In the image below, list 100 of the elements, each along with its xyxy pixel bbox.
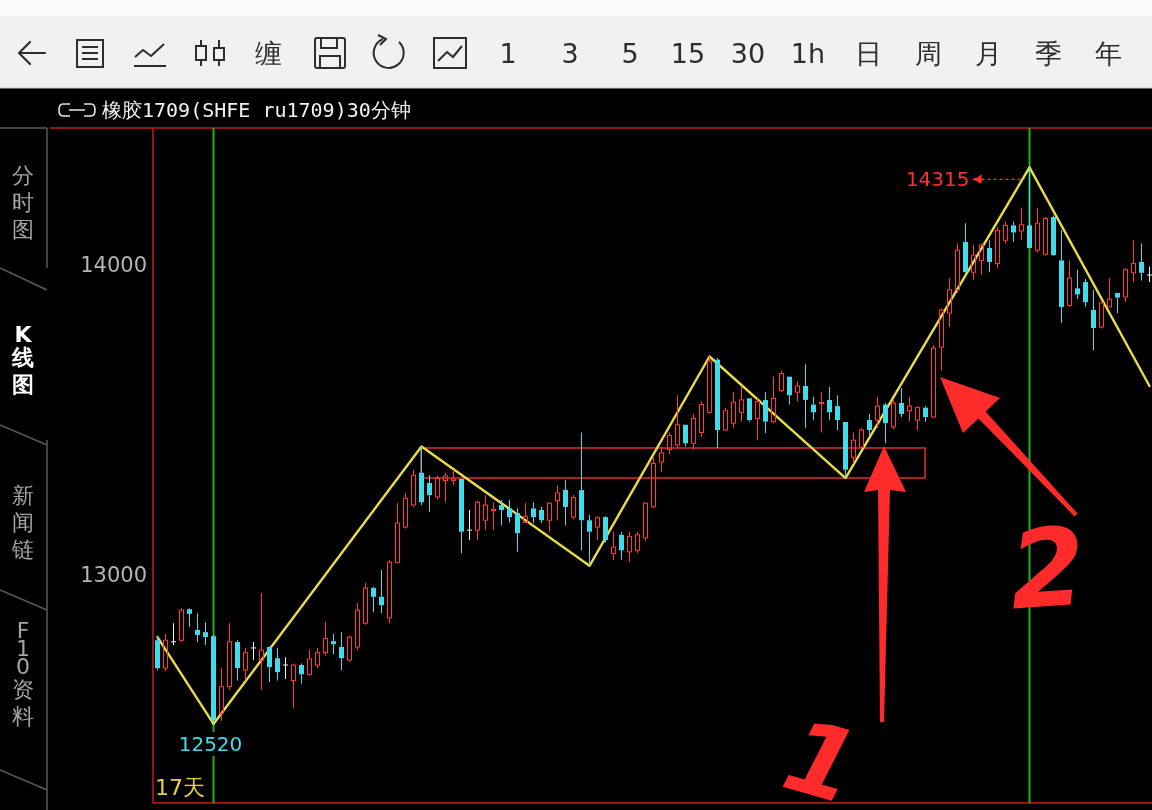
candlestick xyxy=(1035,207,1040,254)
candlestick xyxy=(299,662,304,685)
candlestick xyxy=(1051,214,1056,256)
candlestick xyxy=(955,242,960,294)
candlestick xyxy=(587,514,592,567)
candlestick xyxy=(579,431,584,551)
candlestick xyxy=(675,394,680,449)
candlestick xyxy=(899,387,904,418)
candlestick xyxy=(219,667,224,722)
text: 3 xyxy=(561,37,579,69)
candlestick xyxy=(691,413,696,451)
candlestick xyxy=(611,531,616,561)
candlestick xyxy=(275,647,280,682)
text: 30 xyxy=(730,37,766,69)
text: 5 xyxy=(621,37,639,69)
candlestick xyxy=(267,647,272,683)
candlestick xyxy=(843,421,848,479)
candlestick xyxy=(467,509,472,541)
candlestick xyxy=(907,396,912,423)
candlestick xyxy=(339,631,344,671)
candlestick xyxy=(515,507,520,553)
candlestick xyxy=(1139,242,1144,282)
annotation: 17天 xyxy=(155,774,205,800)
text: 分时图 xyxy=(12,162,34,242)
candlestick xyxy=(1011,221,1016,243)
candlestick xyxy=(523,502,528,523)
candlestick xyxy=(499,499,504,526)
candlestick xyxy=(211,636,216,725)
candlestick xyxy=(1115,292,1120,314)
candlestick xyxy=(915,405,920,431)
candlestick xyxy=(851,431,856,464)
text: 季 xyxy=(1034,37,1062,69)
text: 周 xyxy=(914,37,942,69)
candlestick xyxy=(331,633,336,655)
text: K线图 xyxy=(11,321,34,396)
candlestick xyxy=(923,405,928,423)
candlestick xyxy=(1075,269,1080,300)
candlestick xyxy=(419,445,424,506)
candlestick xyxy=(547,502,552,533)
candlestick xyxy=(1091,289,1096,351)
candlestick xyxy=(835,394,840,431)
candlestick xyxy=(803,363,808,429)
candlestick xyxy=(947,277,952,328)
text: 新闻链 xyxy=(11,482,34,562)
candlestick xyxy=(243,647,248,682)
candlestick xyxy=(987,239,992,273)
text: 缠 xyxy=(254,37,282,69)
candlestick xyxy=(227,622,232,691)
candlestick xyxy=(539,506,544,524)
y-tick-label: 13000 xyxy=(80,563,147,588)
candlestick xyxy=(939,307,944,371)
candlestick xyxy=(979,242,984,276)
candlestick xyxy=(155,636,160,671)
candlestick xyxy=(259,592,264,691)
candlestick xyxy=(507,499,512,523)
candlestick xyxy=(819,391,824,433)
candlestick xyxy=(787,376,792,406)
candlestick xyxy=(763,391,768,434)
text: 年 xyxy=(1094,37,1122,69)
candlestick xyxy=(739,386,744,423)
candlestick xyxy=(867,413,872,437)
text: 1 xyxy=(499,37,517,69)
candlestick xyxy=(187,609,192,628)
annotation: 2 xyxy=(1005,503,1090,634)
candlestick xyxy=(603,517,608,544)
candlestick xyxy=(443,472,448,503)
candlestick xyxy=(491,501,496,531)
candlestick xyxy=(883,402,888,444)
candlestick xyxy=(1019,207,1024,241)
candlestick xyxy=(195,612,200,643)
candlestick xyxy=(771,376,776,424)
candlestick xyxy=(1083,278,1088,308)
candlestick xyxy=(683,424,688,447)
candlestick xyxy=(747,398,752,423)
annotation: 12520 xyxy=(178,731,243,756)
annotation: 1 xyxy=(771,696,872,810)
candlestick xyxy=(619,531,624,561)
text: 日 xyxy=(854,37,882,69)
candlestick xyxy=(1131,239,1136,283)
candlestick xyxy=(427,474,432,513)
text: F10资料 xyxy=(12,617,34,728)
candlestick xyxy=(235,639,240,682)
candlestick xyxy=(827,386,832,421)
candlestick xyxy=(323,621,328,657)
annotation: 14315 xyxy=(905,167,970,192)
candlestick xyxy=(531,501,536,524)
text: 15 xyxy=(670,37,706,69)
candlestick xyxy=(395,502,400,564)
candlestick xyxy=(1059,229,1064,324)
chart-title: 橡胶1709(SHFE ru1709)30分钟 xyxy=(102,98,411,122)
candlestick xyxy=(291,662,296,709)
candlestick xyxy=(755,397,760,441)
candlestick xyxy=(1027,166,1032,248)
candlestick xyxy=(1067,259,1072,308)
candlestick xyxy=(811,396,816,421)
candlestick xyxy=(1107,277,1112,308)
candlestick xyxy=(555,484,560,521)
text: 1h xyxy=(790,37,826,69)
candlestick xyxy=(475,500,480,541)
candlestick xyxy=(203,621,208,646)
